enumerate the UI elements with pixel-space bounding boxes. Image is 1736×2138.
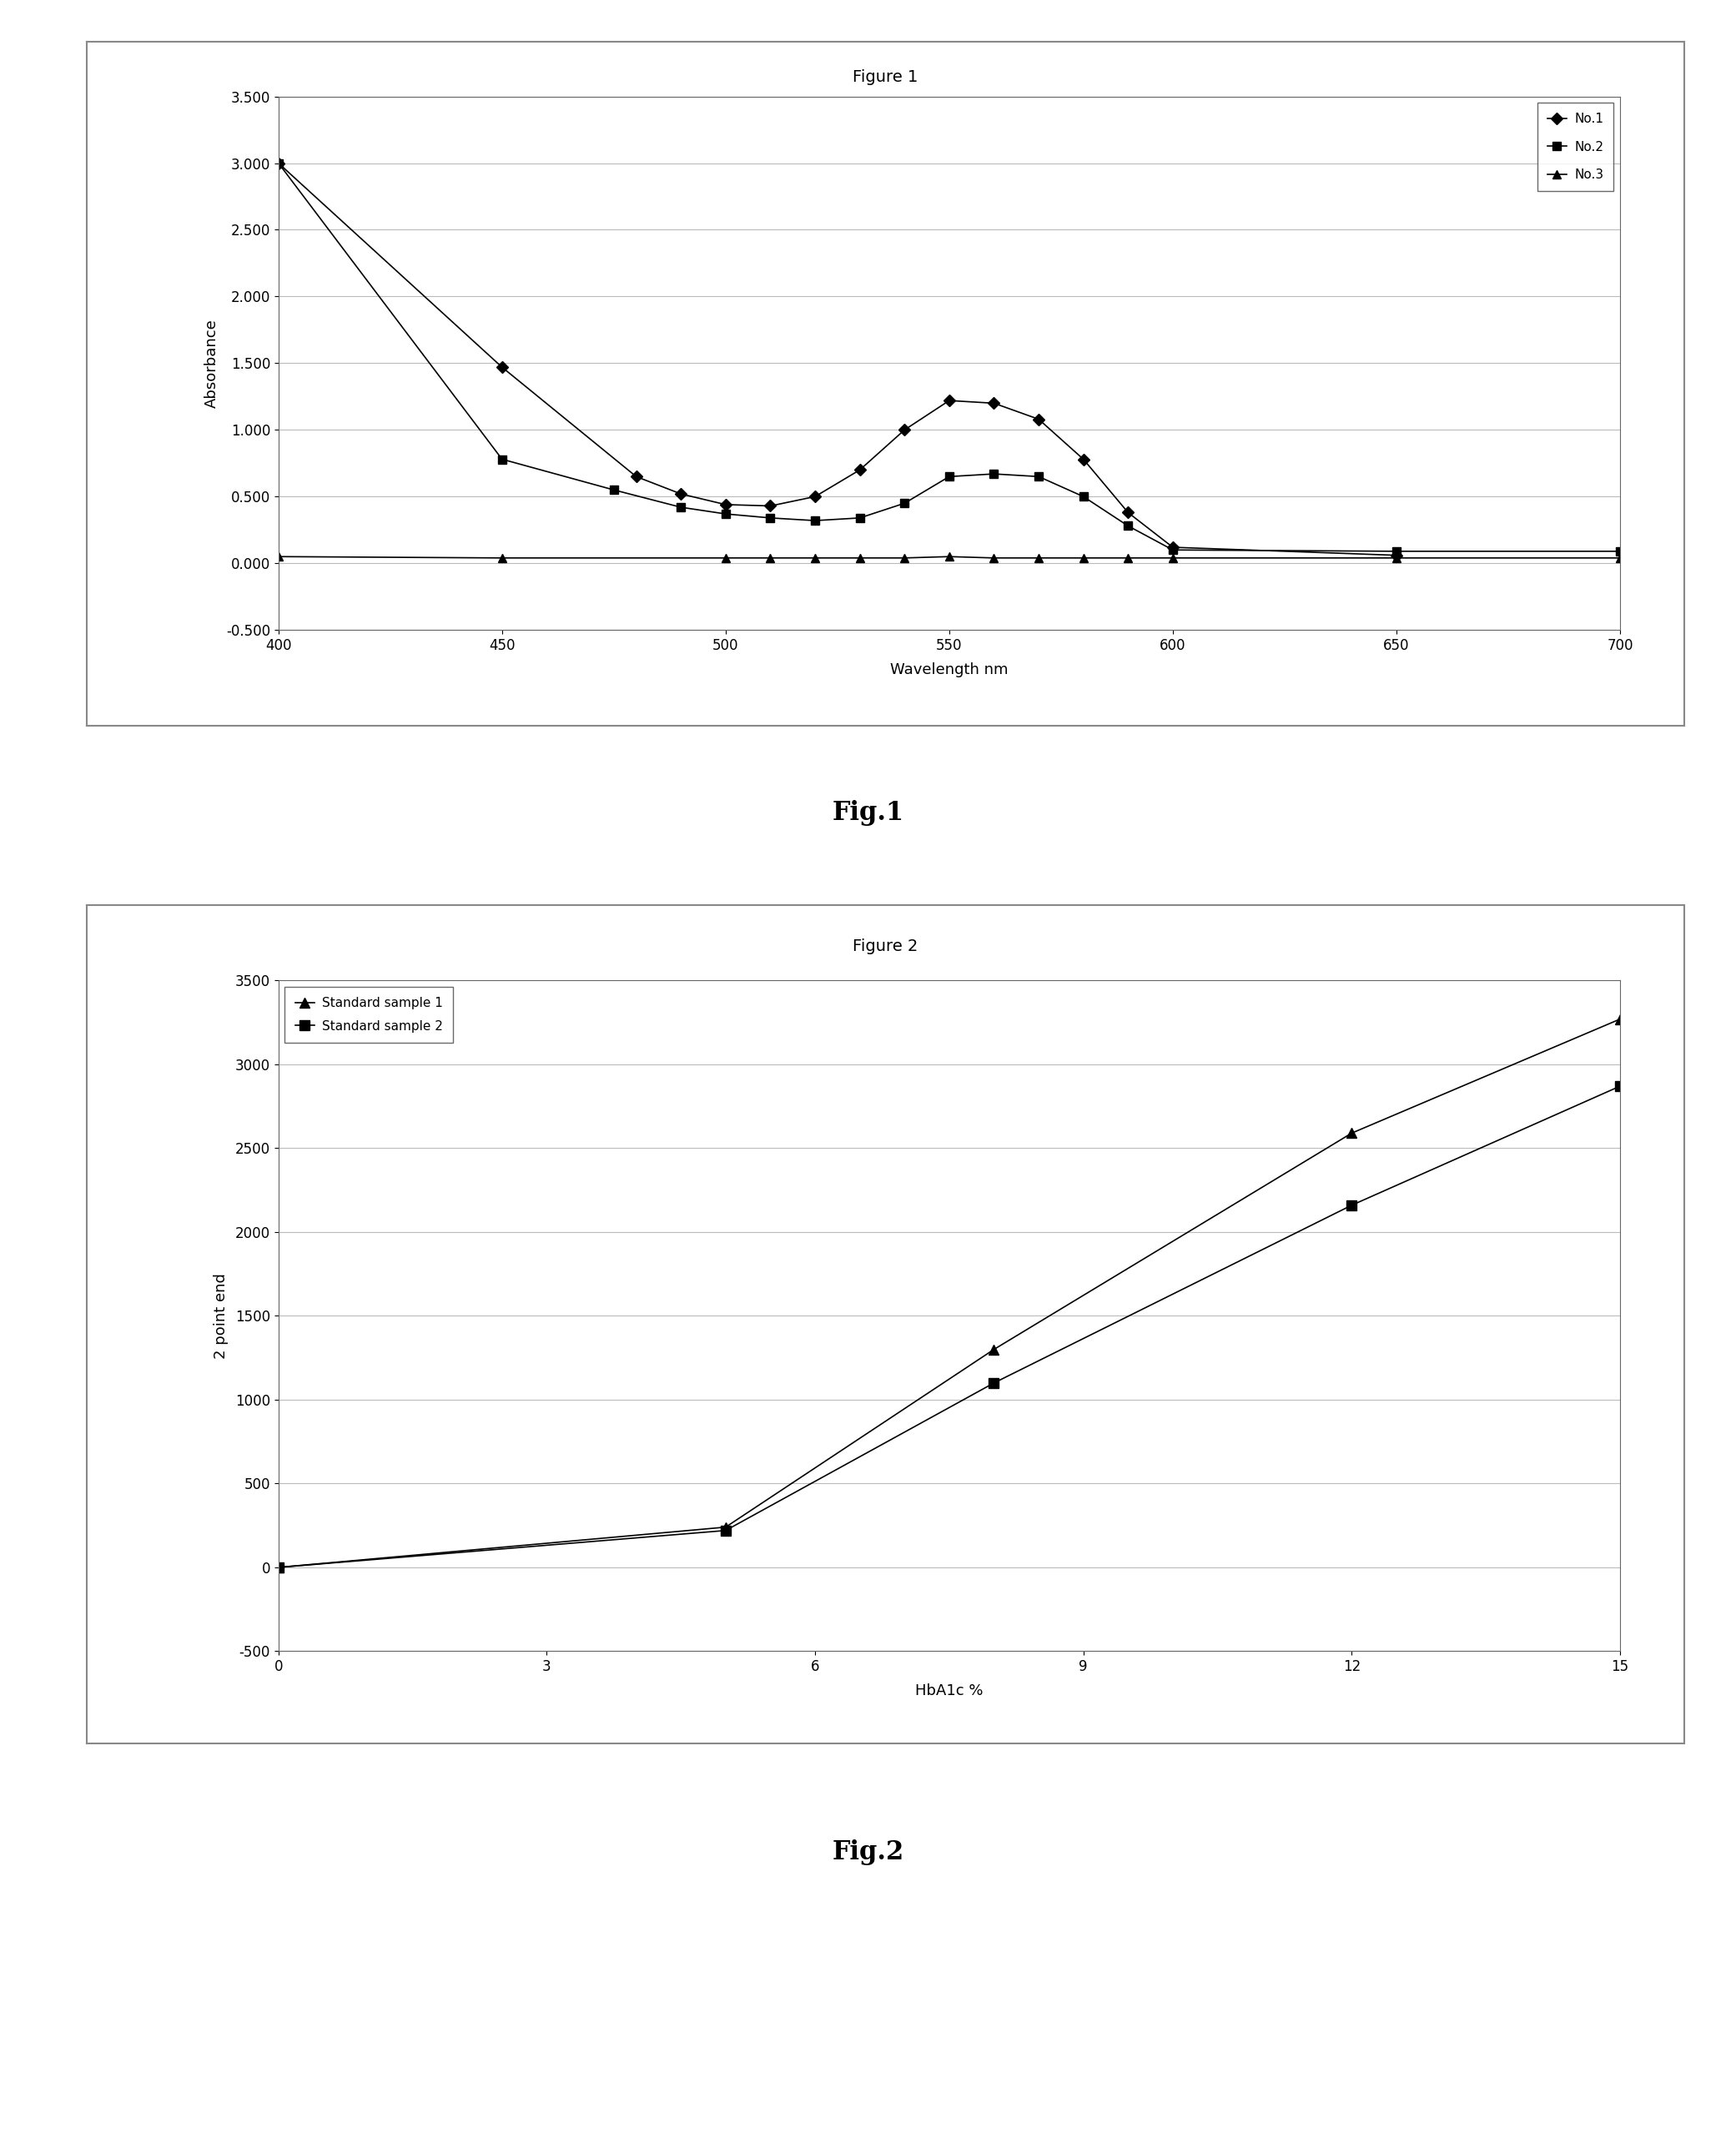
Text: Figure 1: Figure 1 xyxy=(852,68,918,86)
Text: Fig.1: Fig.1 xyxy=(832,800,904,825)
Text: Figure 2: Figure 2 xyxy=(852,939,918,954)
Text: Fig.2: Fig.2 xyxy=(832,1839,904,1864)
